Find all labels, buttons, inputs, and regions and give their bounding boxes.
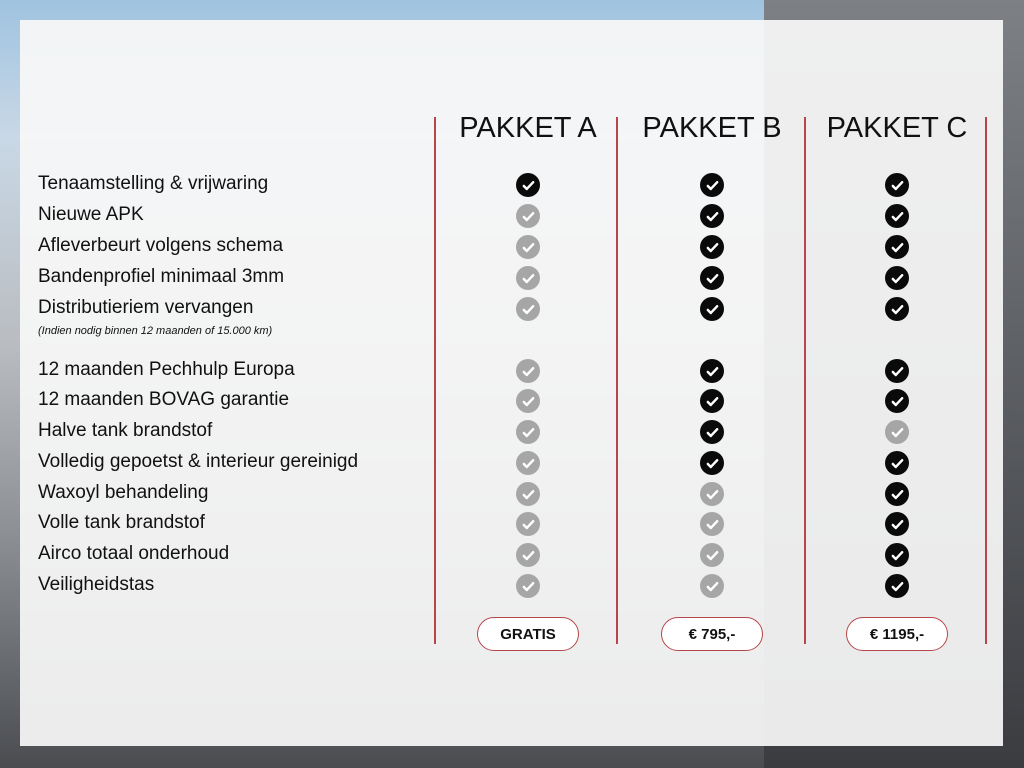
feature-label: 12 maanden BOVAG garantie bbox=[38, 389, 290, 410]
column-divider bbox=[804, 117, 806, 644]
check-icon bbox=[885, 389, 909, 413]
check-disabled-icon bbox=[885, 420, 909, 444]
check-icon bbox=[885, 451, 909, 475]
check-disabled-icon bbox=[516, 204, 540, 228]
check-disabled-icon bbox=[516, 297, 540, 321]
column-divider bbox=[985, 117, 987, 644]
check-icon bbox=[700, 173, 724, 197]
feature-label: Tenaamstelling & vrijwaring bbox=[38, 173, 269, 194]
price-button[interactable]: GRATIS bbox=[477, 617, 579, 651]
feature-label: Afleverbeurt volgens schema bbox=[38, 235, 284, 256]
check-disabled-icon bbox=[516, 420, 540, 444]
package-title: PAKKET B bbox=[642, 112, 782, 144]
feature-label: Veiligheidstas bbox=[38, 574, 155, 595]
feature-label: Bandenprofiel minimaal 3mm bbox=[38, 266, 285, 287]
check-icon bbox=[516, 173, 540, 197]
check-icon bbox=[700, 359, 724, 383]
check-icon bbox=[700, 266, 724, 290]
check-disabled-icon bbox=[516, 266, 540, 290]
feature-label: Nieuwe APK bbox=[38, 204, 144, 225]
check-icon bbox=[885, 574, 909, 598]
price-button[interactable]: € 1195,- bbox=[846, 617, 948, 651]
check-disabled-icon bbox=[516, 451, 540, 475]
check-icon bbox=[700, 451, 724, 475]
check-icon bbox=[885, 512, 909, 536]
check-icon bbox=[885, 482, 909, 506]
check-disabled-icon bbox=[700, 512, 724, 536]
check-disabled-icon bbox=[516, 359, 540, 383]
column-divider bbox=[616, 117, 618, 644]
check-icon bbox=[885, 266, 909, 290]
check-disabled-icon bbox=[700, 482, 724, 506]
check-icon bbox=[700, 235, 724, 259]
check-disabled-icon bbox=[516, 389, 540, 413]
package-title: PAKKET A bbox=[459, 112, 597, 144]
check-icon bbox=[885, 297, 909, 321]
feature-label: 12 maanden Pechhulp Europa bbox=[38, 359, 295, 380]
check-icon bbox=[885, 173, 909, 197]
package-title: PAKKET C bbox=[826, 112, 968, 144]
check-icon bbox=[700, 389, 724, 413]
check-disabled-icon bbox=[516, 574, 540, 598]
check-icon bbox=[885, 235, 909, 259]
check-icon bbox=[885, 543, 909, 567]
price-button[interactable]: € 795,- bbox=[661, 617, 763, 651]
check-icon bbox=[700, 204, 724, 228]
feature-note: (Indien nodig binnen 12 maanden of 15.00… bbox=[38, 325, 273, 337]
feature-label: Waxoyl behandeling bbox=[38, 482, 209, 503]
check-disabled-icon bbox=[516, 512, 540, 536]
feature-label: Airco totaal onderhoud bbox=[38, 543, 230, 564]
feature-label: Volledig gepoetst & interieur gereinigd bbox=[38, 451, 359, 472]
check-disabled-icon bbox=[516, 543, 540, 567]
feature-label: Distributieriem vervangen bbox=[38, 297, 254, 318]
check-disabled-icon bbox=[700, 574, 724, 598]
check-disabled-icon bbox=[516, 235, 540, 259]
check-disabled-icon bbox=[700, 543, 724, 567]
check-icon bbox=[700, 297, 724, 321]
check-icon bbox=[885, 204, 909, 228]
check-icon bbox=[700, 420, 724, 444]
check-icon bbox=[885, 359, 909, 383]
check-disabled-icon bbox=[516, 482, 540, 506]
column-divider bbox=[434, 117, 436, 644]
feature-label: Halve tank brandstof bbox=[38, 420, 213, 441]
feature-label: Volle tank brandstof bbox=[38, 512, 205, 533]
